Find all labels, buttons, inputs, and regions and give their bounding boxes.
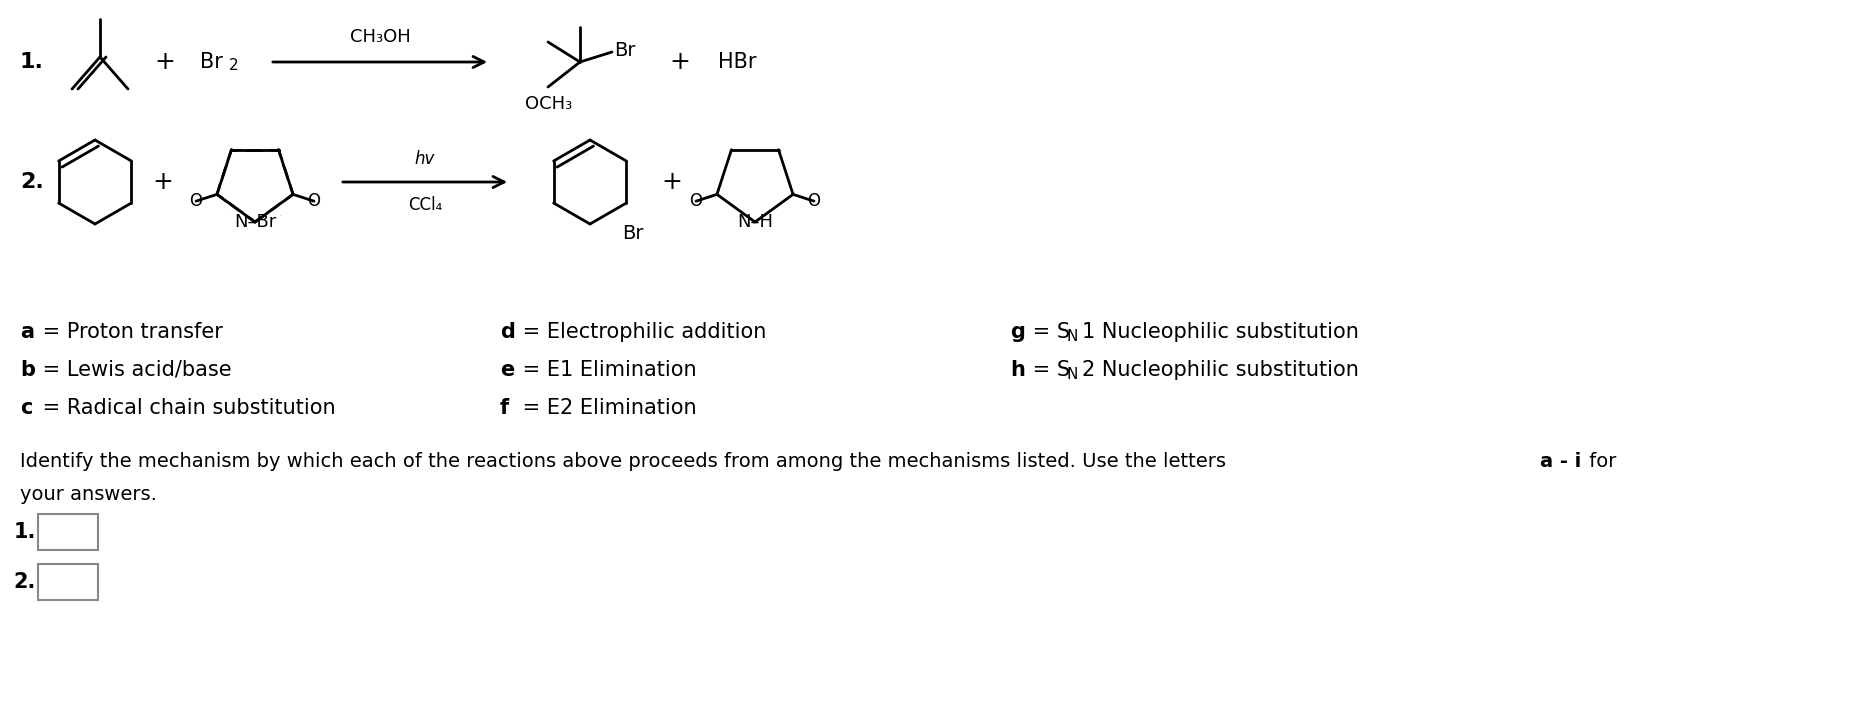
Text: O: O bbox=[808, 192, 821, 210]
Text: 1.: 1. bbox=[20, 52, 45, 72]
Text: HBr: HBr bbox=[717, 52, 756, 72]
Text: CCl₄: CCl₄ bbox=[409, 196, 442, 214]
Text: 1 Nucleophilic substitution: 1 Nucleophilic substitution bbox=[1081, 322, 1357, 342]
Text: +: + bbox=[669, 50, 691, 74]
Text: = Lewis acid/base: = Lewis acid/base bbox=[35, 360, 232, 380]
Text: h: h bbox=[1010, 360, 1025, 380]
Text: e: e bbox=[500, 360, 514, 380]
Text: Br: Br bbox=[201, 52, 223, 72]
Text: hv: hv bbox=[414, 150, 435, 168]
Text: g: g bbox=[1010, 322, 1025, 342]
Text: N–Br: N–Br bbox=[234, 213, 277, 231]
Text: 2.: 2. bbox=[20, 172, 45, 192]
Text: 2 Nucleophilic substitution: 2 Nucleophilic substitution bbox=[1081, 360, 1357, 380]
Text: = S: = S bbox=[1025, 322, 1070, 342]
Text: +: + bbox=[661, 170, 682, 194]
Text: O: O bbox=[189, 192, 202, 210]
Text: CH₃OH: CH₃OH bbox=[349, 28, 410, 46]
Text: N: N bbox=[1066, 329, 1077, 344]
Text: +: + bbox=[152, 170, 173, 194]
Text: Br: Br bbox=[622, 225, 643, 243]
Text: = S: = S bbox=[1025, 360, 1070, 380]
Text: 2: 2 bbox=[228, 58, 238, 74]
Text: = Radical chain substitution: = Radical chain substitution bbox=[35, 398, 336, 418]
Text: O: O bbox=[306, 192, 319, 210]
Text: your answers.: your answers. bbox=[20, 484, 156, 503]
Bar bbox=[37, 564, 98, 600]
Text: N: N bbox=[1066, 367, 1077, 383]
Text: +: + bbox=[154, 50, 175, 74]
Text: 1.: 1. bbox=[13, 522, 35, 542]
Text: 2.: 2. bbox=[13, 572, 35, 592]
Text: a: a bbox=[20, 322, 33, 342]
Text: OCH₃: OCH₃ bbox=[526, 95, 572, 113]
Text: = E2 Elimination: = E2 Elimination bbox=[516, 398, 696, 418]
Text: b: b bbox=[20, 360, 35, 380]
Text: for: for bbox=[1582, 453, 1616, 471]
Text: f: f bbox=[500, 398, 509, 418]
Text: Br: Br bbox=[613, 40, 635, 59]
Text: c: c bbox=[20, 398, 32, 418]
Text: = Electrophilic addition: = Electrophilic addition bbox=[516, 322, 765, 342]
Bar bbox=[37, 514, 98, 550]
Text: d: d bbox=[500, 322, 514, 342]
Text: O: O bbox=[689, 192, 702, 210]
Text: a - i: a - i bbox=[1539, 453, 1580, 471]
Text: N–H: N–H bbox=[737, 213, 773, 231]
Text: = Proton transfer: = Proton transfer bbox=[35, 322, 223, 342]
Text: = E1 Elimination: = E1 Elimination bbox=[516, 360, 696, 380]
Text: Identify the mechanism by which each of the reactions above proceeds from among : Identify the mechanism by which each of … bbox=[20, 453, 1231, 471]
